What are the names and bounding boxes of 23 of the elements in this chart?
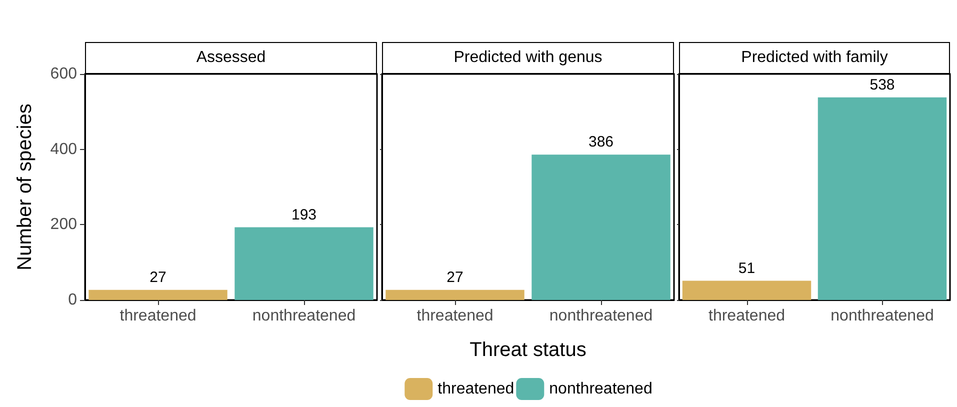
chart-title: Predicted with genus <box>382 42 674 74</box>
x-tick-label: nonthreatened <box>549 308 653 324</box>
x-tick-label: threatened <box>416 308 494 324</box>
legend-label: threatened <box>438 380 514 398</box>
y-tick-label: 0 <box>68 292 78 308</box>
x-tick-label: nonthreatened <box>830 308 934 324</box>
y-tick-label: 200 <box>50 216 78 234</box>
chart-title: Predicted with family <box>679 42 950 74</box>
data-label: 27 <box>150 268 166 286</box>
x-tick-label: threatened <box>708 308 786 324</box>
y-axis-title: Number of species <box>14 104 36 270</box>
y-tick-label: 600 <box>50 66 78 82</box>
data-label: 538 <box>870 76 895 94</box>
x-tick-label: threatened <box>120 308 196 324</box>
data-label: 386 <box>588 134 614 151</box>
y-tick-label: 400 <box>50 140 78 158</box>
x-tick-label: nonthreatened <box>252 308 356 324</box>
data-label: 51 <box>738 260 756 277</box>
legend-label: nonthreatened <box>549 380 652 398</box>
data-label: 193 <box>291 206 317 224</box>
x-axis-title: Threat status <box>470 339 586 361</box>
chart-title: Assessed <box>85 42 377 74</box>
data-label: 27 <box>446 268 464 286</box>
